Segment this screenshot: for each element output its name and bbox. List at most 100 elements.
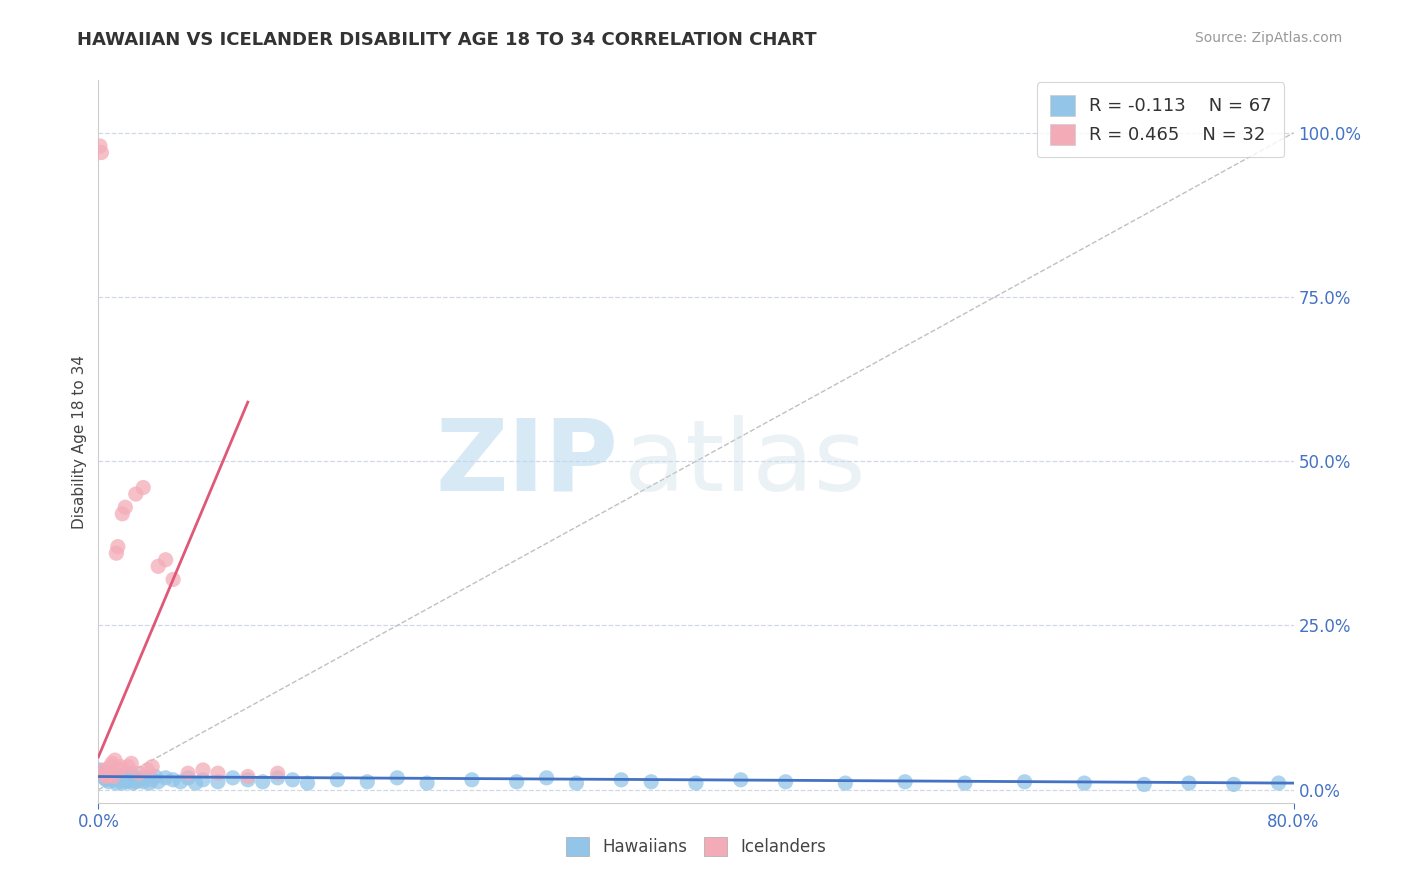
Point — [155, 771, 177, 785]
Point — [148, 559, 170, 574]
Point — [108, 763, 131, 777]
Point — [94, 770, 117, 784]
Point — [184, 776, 207, 790]
Point — [536, 771, 558, 785]
Point — [97, 774, 120, 789]
Point — [565, 776, 588, 790]
Point — [169, 774, 191, 789]
Point — [93, 763, 115, 777]
Point — [104, 770, 127, 784]
Point — [98, 771, 122, 785]
Point — [111, 776, 134, 790]
Point — [1223, 777, 1246, 791]
Point — [118, 771, 141, 785]
Point — [506, 774, 529, 789]
Point — [91, 768, 114, 782]
Point — [103, 770, 125, 784]
Point — [207, 774, 229, 789]
Point — [111, 507, 134, 521]
Point — [107, 771, 129, 785]
Text: Source: ZipAtlas.com: Source: ZipAtlas.com — [1195, 31, 1343, 45]
Point — [1178, 776, 1201, 790]
Point — [117, 772, 139, 787]
Point — [104, 753, 127, 767]
Point — [162, 772, 184, 787]
Point — [730, 772, 752, 787]
Text: atlas: atlas — [624, 415, 866, 512]
Point — [114, 500, 136, 515]
Point — [207, 766, 229, 780]
Point — [1133, 777, 1156, 791]
Point — [236, 770, 259, 784]
Point — [96, 766, 118, 780]
Point — [136, 763, 159, 777]
Point — [177, 771, 200, 785]
Point — [143, 770, 166, 784]
Point — [640, 774, 662, 789]
Point — [132, 774, 155, 789]
Point — [191, 772, 214, 787]
Point — [115, 774, 138, 789]
Point — [191, 763, 214, 777]
Point — [685, 776, 707, 790]
Point — [610, 772, 633, 787]
Point — [90, 766, 112, 780]
Point — [91, 766, 114, 780]
Point — [953, 776, 976, 790]
Point — [108, 768, 131, 782]
Point — [120, 766, 142, 780]
Text: HAWAIIAN VS ICELANDER DISABILITY AGE 18 TO 34 CORRELATION CHART: HAWAIIAN VS ICELANDER DISABILITY AGE 18 … — [77, 31, 817, 49]
Y-axis label: Disability Age 18 to 34: Disability Age 18 to 34 — [72, 354, 87, 529]
Point — [155, 553, 177, 567]
Point — [112, 771, 135, 785]
Point — [461, 772, 484, 787]
Text: ZIP: ZIP — [436, 415, 619, 512]
Point — [105, 546, 128, 560]
Point — [1014, 774, 1036, 789]
Point — [101, 766, 124, 780]
Point — [416, 776, 439, 790]
Point — [110, 760, 132, 774]
Point — [356, 774, 378, 789]
Point — [93, 771, 115, 785]
Point — [129, 772, 152, 787]
Point — [834, 776, 856, 790]
Point — [132, 481, 155, 495]
Point — [103, 772, 125, 787]
Legend: Hawaiians, Icelanders: Hawaiians, Icelanders — [558, 830, 834, 863]
Point — [90, 145, 112, 160]
Point — [894, 774, 917, 789]
Point — [267, 766, 290, 780]
Point — [236, 772, 259, 787]
Point — [138, 776, 160, 790]
Point — [89, 139, 111, 153]
Point — [94, 772, 117, 787]
Point — [141, 772, 163, 787]
Point — [1073, 776, 1095, 790]
Point — [107, 540, 129, 554]
Point — [128, 766, 150, 780]
Point — [117, 760, 139, 774]
Point — [97, 768, 120, 782]
Point — [114, 770, 136, 784]
Point — [385, 771, 409, 785]
Point — [162, 573, 184, 587]
Point — [222, 771, 245, 785]
Point — [125, 774, 148, 789]
Point — [89, 763, 111, 777]
Point — [252, 774, 274, 789]
Point — [297, 776, 319, 790]
Point — [105, 776, 128, 790]
Point — [135, 771, 157, 785]
Point — [177, 766, 200, 780]
Point — [121, 776, 143, 790]
Point — [96, 770, 118, 784]
Point — [267, 771, 290, 785]
Point — [127, 771, 149, 785]
Point — [1267, 776, 1289, 790]
Point — [281, 772, 304, 787]
Point — [120, 756, 142, 771]
Point — [98, 760, 122, 774]
Point — [141, 760, 163, 774]
Point — [326, 772, 349, 787]
